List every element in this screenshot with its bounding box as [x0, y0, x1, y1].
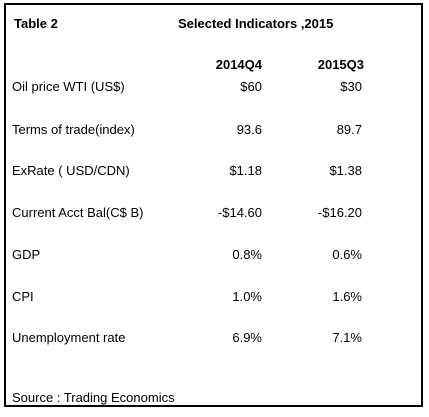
cell-2014q4: 6.9% [232, 330, 262, 345]
row-label: GDP [12, 247, 41, 262]
table-row: Unemployment rate 6.9% 7.1% [6, 330, 421, 350]
cell-2015q3: 89.7 [336, 122, 362, 137]
cell-2015q3: -$16.20 [317, 205, 362, 220]
table-row: Current Acct Bal(C$ B) -$14.60 -$16.20 [6, 205, 421, 225]
table-label: Table 2 [14, 16, 58, 31]
table-title: Selected Indicators ,2015 [178, 16, 334, 31]
table-row: ExRate ( USD/CDN) $1.18 $1.38 [6, 163, 421, 183]
row-label: ExRate ( USD/CDN) [12, 163, 130, 178]
row-label: Unemployment rate [12, 330, 126, 345]
cell-2014q4: $60 [240, 79, 262, 94]
cell-2015q3: 7.1% [332, 330, 362, 345]
cell-2014q4: 93.6 [236, 122, 262, 137]
table-row: Oil price WTI (US$) $60 $30 [6, 79, 421, 99]
column-header-2014q4: 2014Q4 [215, 57, 262, 72]
row-label: Oil price WTI (US$) [12, 79, 125, 94]
table-row: GDP 0.8% 0.6% [6, 247, 421, 267]
indicator-table: Table 2 Selected Indicators ,2015 2014Q4… [4, 3, 423, 407]
cell-2015q3: $30 [340, 79, 362, 94]
source-note: Source : Trading Economics [12, 390, 175, 405]
row-label: Current Acct Bal(C$ B) [12, 205, 144, 220]
column-header-2015q3: 2015Q3 [317, 57, 364, 72]
cell-2015q3: $1.38 [329, 163, 362, 178]
table-row: Terms of trade(index) 93.6 89.7 [6, 122, 421, 142]
cell-2014q4: 1.0% [232, 289, 262, 304]
cell-2014q4: -$14.60 [217, 205, 262, 220]
cell-2015q3: 0.6% [332, 247, 362, 262]
cell-2015q3: 1.6% [332, 289, 362, 304]
row-label: Terms of trade(index) [12, 122, 135, 137]
table-row: CPI 1.0% 1.6% [6, 289, 421, 309]
cell-2014q4: $1.18 [229, 163, 262, 178]
row-label: CPI [12, 289, 34, 304]
cell-2014q4: 0.8% [232, 247, 262, 262]
